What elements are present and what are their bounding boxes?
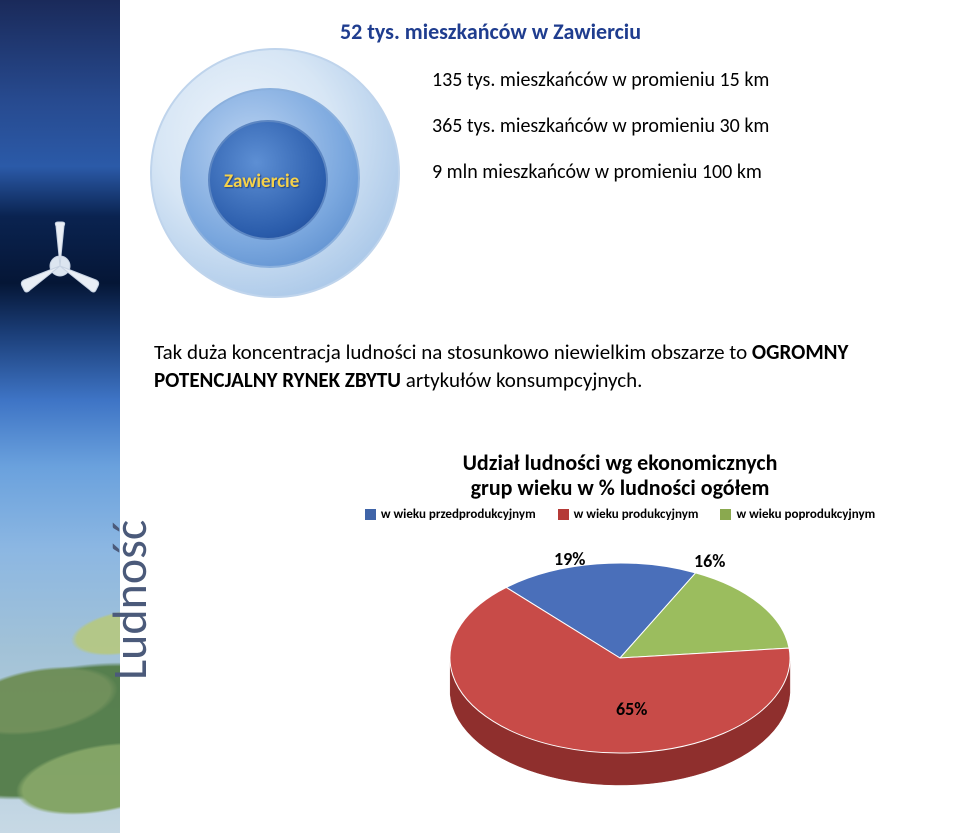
- stat-15km: 135 tys. mieszkańców w promieniu 15 km: [432, 68, 769, 92]
- stat-30km: 365 tys. mieszkańców w promieniu 30 km: [432, 114, 769, 138]
- legend-swatch: [365, 509, 376, 520]
- chart-title-line1: Udział ludności wg ekonomicznych: [463, 449, 778, 476]
- main-content: 52 tys. mieszkańców w Zawierciu Zawierci…: [150, 0, 960, 833]
- legend-swatch: [558, 509, 569, 520]
- concentric-radius-diagram: Zawiercie: [150, 48, 400, 298]
- paragraph-prefix: Tak duża koncentracja ludności na stosun…: [154, 339, 752, 365]
- legend-swatch: [720, 509, 731, 520]
- ring-center-label: Zawiercie: [224, 170, 299, 193]
- population-stats: 135 tys. mieszkańców w promieniu 15 km 3…: [432, 68, 769, 206]
- legend-item: w wieku przedprodukcyjnym: [365, 507, 536, 522]
- slice-label: 16%: [694, 550, 725, 572]
- legend-label: w wieku produkcyjnym: [574, 507, 699, 522]
- paragraph-suffix: artykułów konsumpcyjnych.: [406, 367, 643, 393]
- legend-item: w wieku poprodukcyjnym: [720, 507, 875, 522]
- pie-chart-block: Udział ludności wg ekonomicznych grup wi…: [300, 450, 940, 800]
- legend-item: w wieku produkcyjnym: [558, 507, 699, 522]
- narrative-paragraph: Tak duża koncentracja ludności na stosun…: [154, 338, 950, 395]
- slice-label: 19%: [554, 548, 585, 570]
- stat-100km: 9 mln mieszkańców w promieniu 100 km: [432, 160, 769, 184]
- chart-title: Udział ludności wg ekonomicznych grup wi…: [300, 450, 940, 501]
- slice-label: 65%: [616, 698, 647, 720]
- decorative-photo-strip: [0, 0, 120, 833]
- chart-title-line2: grup wieku w % ludności ogółem: [471, 474, 770, 501]
- legend-label: w wieku poprodukcyjnym: [736, 507, 875, 522]
- legend-label: w wieku przedprodukcyjnym: [381, 507, 536, 522]
- pie-chart: 19% 16% 65%: [430, 540, 810, 800]
- chart-legend: w wieku przedprodukcyjnym w wieku produkc…: [300, 507, 940, 522]
- page-title: 52 tys. mieszkańców w Zawierciu: [340, 18, 641, 45]
- turbine-icon: [10, 220, 110, 345]
